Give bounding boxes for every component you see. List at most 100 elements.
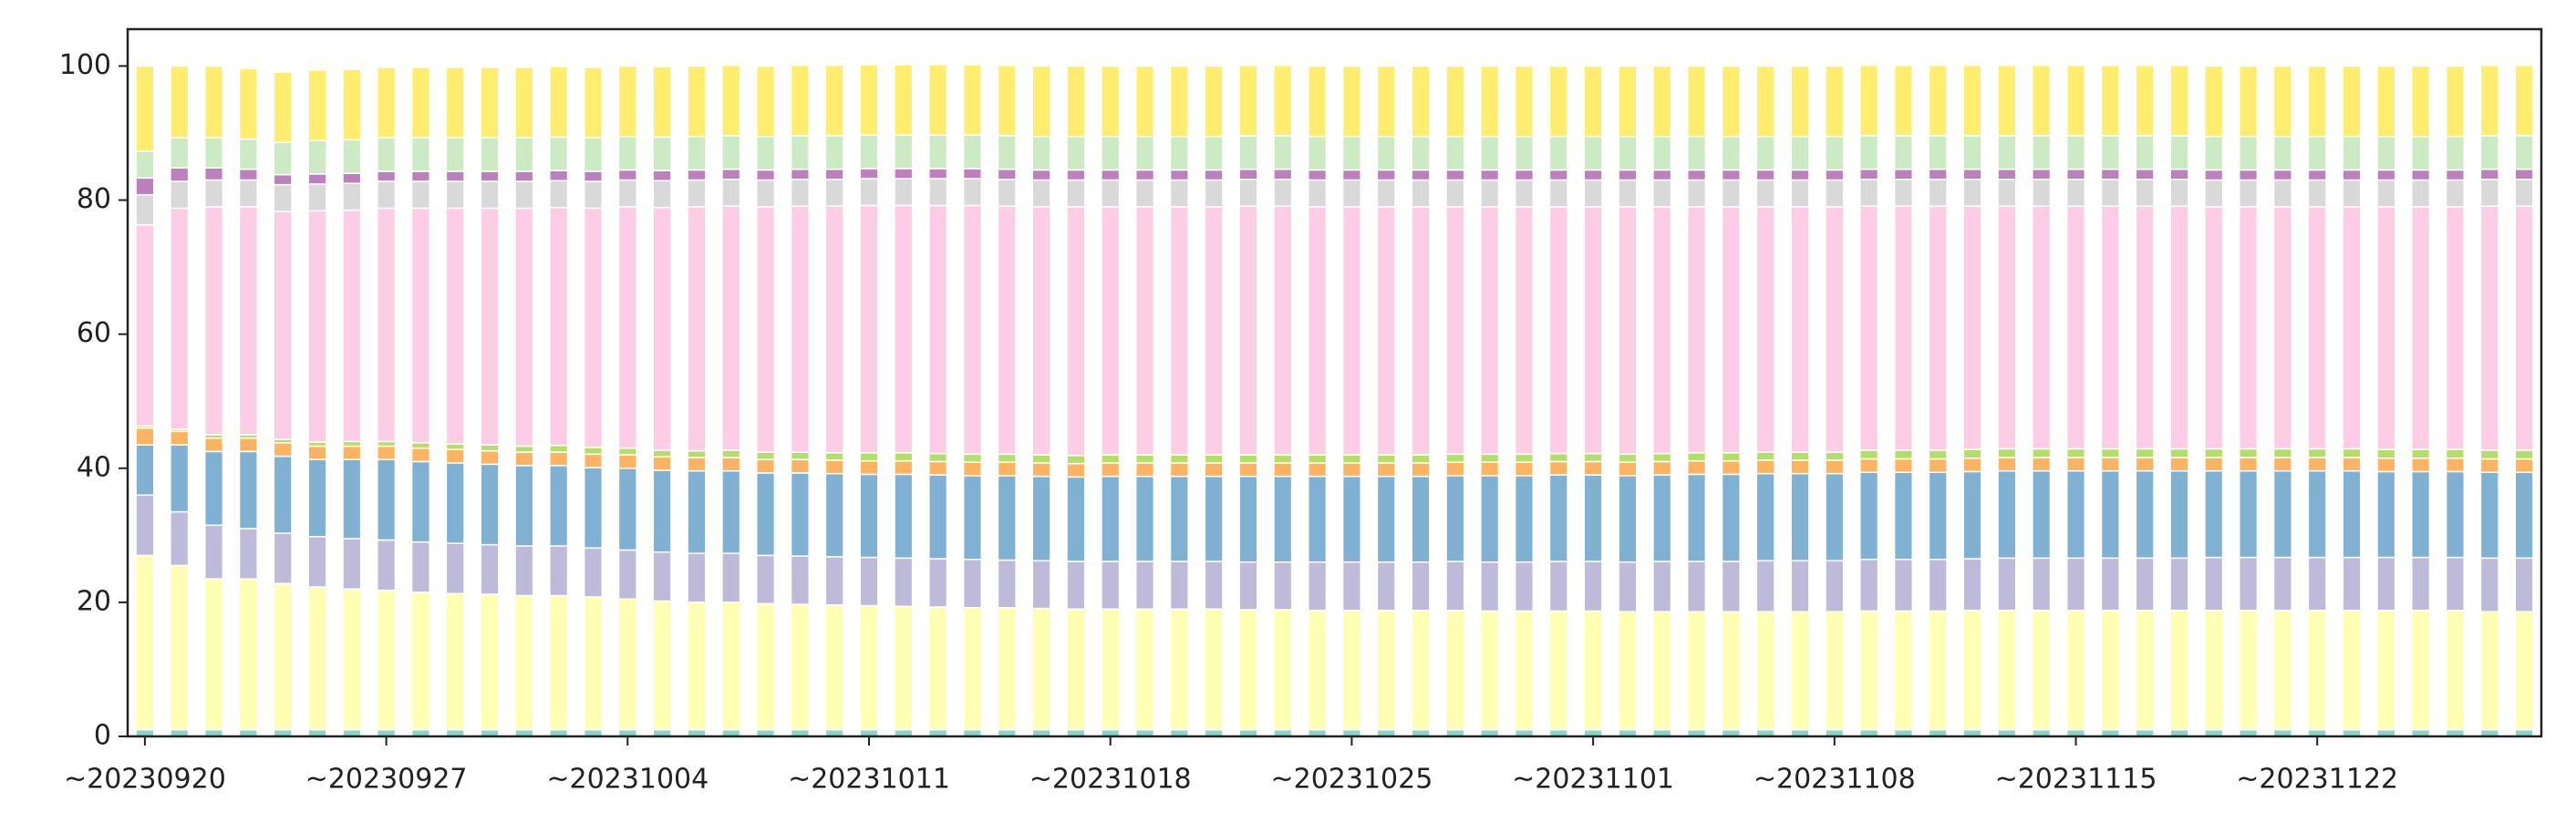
bar-segment [1962, 558, 1982, 612]
bar-segment [2479, 471, 2499, 560]
bar-segment [1308, 135, 1328, 171]
bar-segment [928, 606, 948, 731]
bar-segment [894, 204, 914, 454]
bar-segment [2169, 457, 2189, 472]
bar-segment [1341, 462, 1361, 478]
bar-segment [1618, 206, 1638, 456]
bar-segment [1514, 561, 1535, 612]
bar-segment [549, 136, 569, 171]
bar-segment [1514, 461, 1535, 477]
bar-segment [2238, 206, 2259, 450]
bar-segment [410, 540, 431, 593]
bar-segment [824, 452, 844, 461]
bar-segment [997, 475, 1017, 561]
bar-segment [1204, 608, 1224, 731]
bar-segment [2514, 611, 2534, 731]
bar-segment [2135, 168, 2155, 180]
bar-segment [617, 169, 637, 181]
bar-segment [377, 440, 397, 447]
bar-segment [2514, 449, 2534, 460]
bar-segment [1997, 168, 2017, 180]
bar-segment [1169, 475, 1189, 562]
bar-segment [1825, 472, 1845, 562]
bar-segment [755, 169, 776, 181]
bar-segment [1445, 65, 1465, 138]
bar-segment [859, 556, 879, 607]
bar-segment [514, 170, 534, 182]
bar-segment [2445, 457, 2466, 473]
bar-segment [377, 67, 397, 139]
bar-segment [2376, 448, 2396, 459]
bar-segment [1238, 205, 1258, 456]
bar-segment [652, 449, 672, 458]
bar-segment [962, 64, 983, 136]
bar-segment [859, 204, 879, 454]
bar-segment [583, 453, 604, 468]
bar-segment [1618, 169, 1638, 181]
bar-segment [480, 444, 500, 452]
bar-segment [2032, 609, 2052, 731]
bar-segment [2032, 447, 2052, 458]
bar-segment [1893, 471, 1914, 560]
bar-segment [549, 465, 569, 547]
bar-segment [2065, 457, 2086, 472]
bar-segment [687, 602, 707, 731]
bar-segment [2445, 556, 2466, 612]
bar-segment [410, 207, 431, 444]
bar-segment [1583, 169, 1603, 181]
bar-segment [1480, 475, 1500, 563]
bar-segment [1825, 451, 1845, 461]
bar-segment [859, 473, 879, 559]
bar-segment [2169, 179, 2189, 207]
bar-segment [1480, 135, 1500, 171]
bar-segment [790, 179, 810, 207]
bar-segment [377, 170, 397, 182]
bar-segment [410, 137, 431, 172]
bar-segment [2135, 205, 2155, 450]
bar-segment [1308, 561, 1328, 612]
bar-segment [2445, 169, 2466, 181]
bar-segment [721, 179, 741, 207]
bar-segment [1825, 169, 1845, 181]
bar-segment [2307, 179, 2327, 208]
bar-segment [342, 68, 362, 141]
bar-segment [203, 137, 224, 170]
bar-segment [583, 596, 604, 731]
bar-segment [1341, 206, 1361, 456]
bar-segment [1652, 460, 1672, 476]
bar-segment [1997, 609, 2017, 731]
bar-segment [652, 456, 672, 471]
bar-segment [342, 172, 362, 184]
bar-segment [583, 207, 604, 448]
bar-segment [997, 168, 1017, 180]
bar-segment [1204, 454, 1224, 464]
bar-segment [170, 564, 190, 731]
bar-segment [1134, 560, 1155, 610]
bar-segment [1134, 179, 1155, 208]
bar-segment [2376, 65, 2396, 138]
bar-segment [1790, 472, 1810, 562]
bar-segment [1618, 65, 1638, 138]
plot-frame [126, 27, 2543, 738]
bar-segment [1031, 206, 1051, 456]
bar-segment [1859, 135, 1879, 170]
bar-segment [135, 444, 155, 496]
bar-segment [1134, 475, 1155, 562]
bar-segment [2307, 457, 2327, 472]
bar-segment [1480, 610, 1500, 731]
bar-segment [1962, 470, 1982, 560]
bar-segment [2272, 457, 2292, 472]
bar-segment [1445, 475, 1465, 562]
bar-segment [1134, 65, 1155, 138]
bar-segment [2272, 206, 2292, 450]
bar-segment [583, 447, 604, 456]
bar-segment [617, 65, 637, 138]
bar-segment [1825, 65, 1845, 138]
bar-segment [1169, 179, 1189, 208]
bar-segment [307, 536, 327, 588]
x-tick-label: ~20231018 [1029, 764, 1192, 796]
bar-segment [687, 449, 707, 458]
x-tick-label: ~20230927 [305, 764, 468, 796]
bar-segment [1031, 65, 1051, 138]
bar-segment [2445, 609, 2466, 731]
